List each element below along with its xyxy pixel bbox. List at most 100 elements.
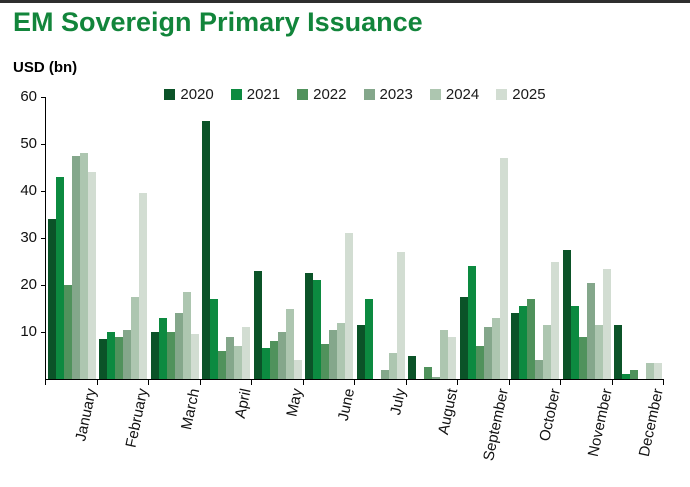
plot-area bbox=[45, 97, 664, 380]
bar-2023-july bbox=[380, 369, 389, 379]
bar-2021-march bbox=[158, 317, 167, 379]
bar-2020-august bbox=[408, 355, 417, 379]
bar-2021-november bbox=[570, 306, 579, 379]
bar-2025-may bbox=[293, 360, 302, 379]
bar-2022-november bbox=[578, 336, 587, 379]
bar-2023-september bbox=[483, 327, 492, 379]
y-axis-tick-label-40: 40 bbox=[20, 182, 37, 199]
legend-item-2020: 2020 bbox=[164, 86, 214, 103]
bar-2020-july bbox=[356, 324, 365, 379]
legend-swatch-2024 bbox=[429, 89, 441, 100]
y-axis-tick-mark bbox=[41, 238, 46, 239]
x-axis-label-february: February bbox=[122, 387, 152, 450]
x-axis-tick-mark bbox=[302, 379, 304, 385]
bar-2023-august bbox=[432, 376, 441, 379]
bar-2023-march bbox=[174, 313, 183, 379]
bar-2020-may bbox=[253, 270, 262, 379]
bar-2024-may bbox=[285, 308, 294, 379]
legend-label: 2025 bbox=[512, 86, 546, 103]
bar-2022-june bbox=[321, 343, 330, 379]
bar-2025-june bbox=[345, 233, 354, 379]
bar-2025-november bbox=[602, 268, 611, 379]
bar-2020-october bbox=[511, 313, 520, 379]
bar-series-container bbox=[46, 97, 664, 379]
bar-2023-april bbox=[226, 336, 235, 379]
page-title: EM Sovereign Primary Issuance bbox=[13, 7, 423, 37]
bar-group-april bbox=[201, 97, 253, 379]
x-axis-label-november: November bbox=[584, 387, 616, 459]
x-axis-tick-mark bbox=[508, 379, 510, 385]
bar-2021-september bbox=[467, 266, 476, 379]
y-axis-tick-label-60: 60 bbox=[20, 88, 37, 105]
bar-2023-february bbox=[123, 329, 132, 379]
legend-label: 2023 bbox=[379, 86, 413, 103]
x-axis-tick-mark bbox=[45, 379, 46, 385]
y-axis-unit-label: USD (bn) bbox=[13, 59, 78, 76]
bar-2022-april bbox=[218, 350, 227, 379]
y-axis-tick-label-30: 30 bbox=[20, 229, 37, 246]
legend-item-2024: 2024 bbox=[429, 86, 480, 103]
bar-2020-february bbox=[99, 339, 108, 379]
bar-2024-september bbox=[491, 317, 500, 379]
legend-swatch-2020 bbox=[164, 89, 176, 100]
bar-group-may bbox=[252, 97, 304, 379]
bar-2021-october bbox=[519, 306, 528, 379]
legend-label: 2022 bbox=[313, 86, 347, 103]
bar-2021-july bbox=[364, 299, 373, 379]
bar-2022-september bbox=[475, 346, 484, 379]
x-axis-label-october: October bbox=[536, 387, 564, 443]
legend-label: 2024 bbox=[445, 86, 480, 103]
x-axis-tick-mark bbox=[405, 379, 407, 385]
bar-group-january bbox=[46, 97, 98, 379]
bar-2023-june bbox=[329, 329, 338, 379]
bar-2025-march bbox=[190, 334, 199, 379]
x-axis-tick-mark bbox=[148, 379, 149, 385]
bar-2022-may bbox=[269, 341, 278, 379]
legend-item-2022: 2022 bbox=[297, 86, 347, 103]
bar-2024-october bbox=[543, 324, 552, 379]
chart-legend: 2020 2021 2022 2023 2024 2025 bbox=[45, 86, 665, 103]
bar-2020-november bbox=[562, 249, 571, 379]
x-axis-label-december: December bbox=[635, 387, 667, 459]
x-axis-label-may: May bbox=[283, 387, 307, 419]
bar-2022-august bbox=[424, 367, 433, 379]
bar-2022-february bbox=[115, 336, 124, 379]
x-axis-tick-mark bbox=[96, 379, 98, 385]
bar-2020-march bbox=[150, 332, 159, 379]
x-axis-label-june: June bbox=[334, 387, 358, 423]
legend-swatch-2021 bbox=[230, 89, 242, 100]
bar-group-july bbox=[355, 97, 407, 379]
x-axis-tick-mark bbox=[251, 379, 252, 385]
bar-2020-june bbox=[305, 273, 314, 379]
bar-2025-december bbox=[654, 362, 663, 379]
legend-label: 2021 bbox=[246, 86, 281, 103]
bar-2021-june bbox=[313, 280, 322, 379]
bar-2022-october bbox=[527, 299, 536, 379]
bar-2020-january bbox=[47, 219, 56, 379]
bar-group-june bbox=[304, 97, 356, 379]
y-axis-tick-label-20: 20 bbox=[20, 276, 37, 293]
legend-swatch-2023 bbox=[363, 89, 375, 100]
bar-2024-august bbox=[440, 329, 449, 379]
bar-group-september bbox=[458, 97, 510, 379]
x-axis-tick-mark bbox=[663, 379, 664, 385]
bar-group-march bbox=[149, 97, 201, 379]
bar-2024-november bbox=[594, 324, 603, 379]
window-top-edge bbox=[0, 0, 690, 3]
y-axis-tick-mark bbox=[41, 144, 46, 145]
bar-2023-january bbox=[71, 155, 80, 379]
bar-2021-april bbox=[210, 299, 219, 379]
bar-2021-february bbox=[107, 332, 116, 379]
bar-group-october bbox=[510, 97, 562, 379]
bar-2024-december bbox=[646, 362, 655, 379]
bar-2024-july bbox=[388, 353, 397, 379]
x-axis-tick-mark bbox=[354, 379, 355, 385]
x-axis-label-april: April bbox=[232, 387, 255, 420]
bar-group-november bbox=[561, 97, 613, 379]
bar-2024-march bbox=[182, 292, 191, 379]
x-axis-tick-mark bbox=[457, 379, 458, 385]
bar-2025-july bbox=[396, 252, 405, 379]
x-axis-label-january: January bbox=[72, 387, 101, 443]
bar-2024-january bbox=[79, 153, 88, 379]
bar-2020-september bbox=[459, 296, 468, 379]
